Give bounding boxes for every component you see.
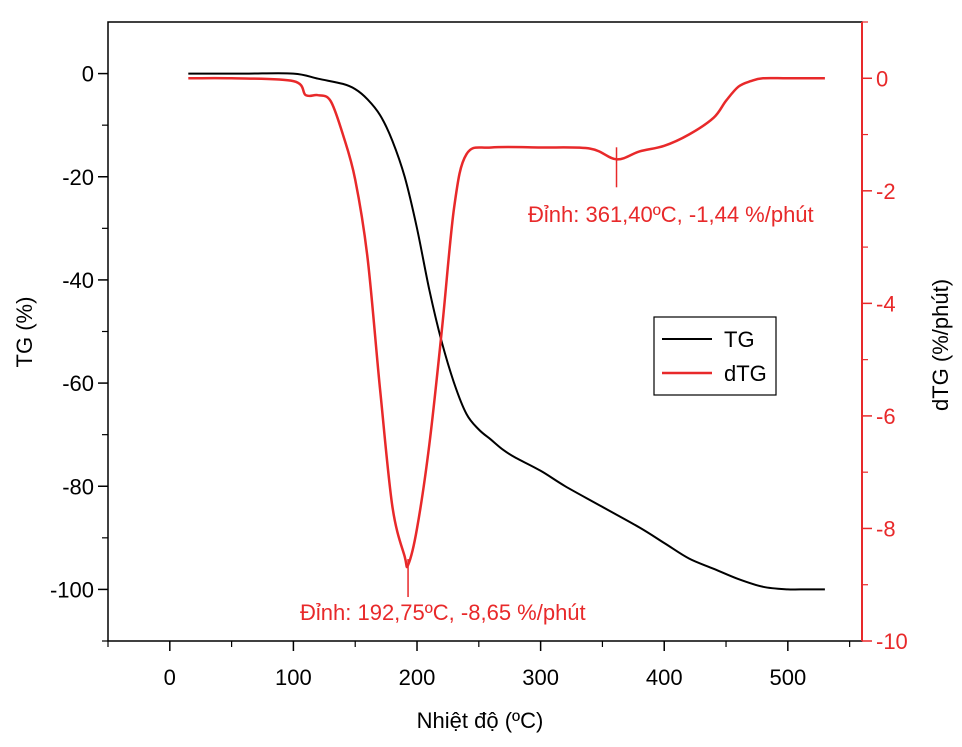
x-tick-label: 200 bbox=[399, 665, 436, 690]
x-tick-label: 0 bbox=[164, 665, 176, 690]
x-tick-label: 100 bbox=[275, 665, 312, 690]
series-line-tg bbox=[188, 72, 825, 591]
y2-tick-label: -4 bbox=[876, 291, 896, 316]
legend-label-tg: TG bbox=[724, 327, 755, 352]
y2-tick-label: -10 bbox=[876, 629, 908, 654]
legend-label-dtg: dTG bbox=[724, 361, 767, 386]
y2-tick-label: 0 bbox=[876, 66, 888, 91]
y-tick-label: 0 bbox=[82, 62, 94, 87]
x-tick-label: 400 bbox=[646, 665, 683, 690]
y-tick-label: -20 bbox=[62, 165, 94, 190]
series-line-dtg bbox=[188, 76, 825, 569]
legend-box bbox=[653, 316, 777, 396]
legend: TG dTG bbox=[653, 316, 777, 396]
y-axis-right-ticks: 0 -2 -4 -6 -8 -10 bbox=[862, 21, 908, 654]
y2-tick-label: -6 bbox=[876, 404, 896, 429]
y-tick-label: -80 bbox=[62, 474, 94, 499]
y2-tick-label: -8 bbox=[876, 516, 896, 541]
y-axis-left-ticks: 0 -20 -40 -60 -80 -100 bbox=[50, 62, 108, 642]
y-axis-left-label: TG (%) bbox=[12, 297, 37, 368]
x-axis-label: Nhiệt độ (ºC) bbox=[417, 708, 544, 733]
x-tick-label: 300 bbox=[522, 665, 559, 690]
annotation-peak-1: Đỉnh: 361,40ºC, -1,44 %/phút bbox=[528, 202, 814, 227]
y-tick-label: -60 bbox=[62, 371, 94, 396]
x-axis-ticks: 0 100 200 300 400 500 bbox=[107, 641, 851, 690]
x-tick-label: 500 bbox=[769, 665, 806, 690]
y-axis-right-label: dTG (%/phút) bbox=[928, 279, 953, 411]
y2-tick-label: -2 bbox=[876, 179, 896, 204]
y-tick-label: -100 bbox=[50, 577, 94, 602]
annotation-peak-2: Đỉnh: 192,75ºC, -8,65 %/phút bbox=[300, 600, 586, 625]
y-tick-label: -40 bbox=[62, 268, 94, 293]
